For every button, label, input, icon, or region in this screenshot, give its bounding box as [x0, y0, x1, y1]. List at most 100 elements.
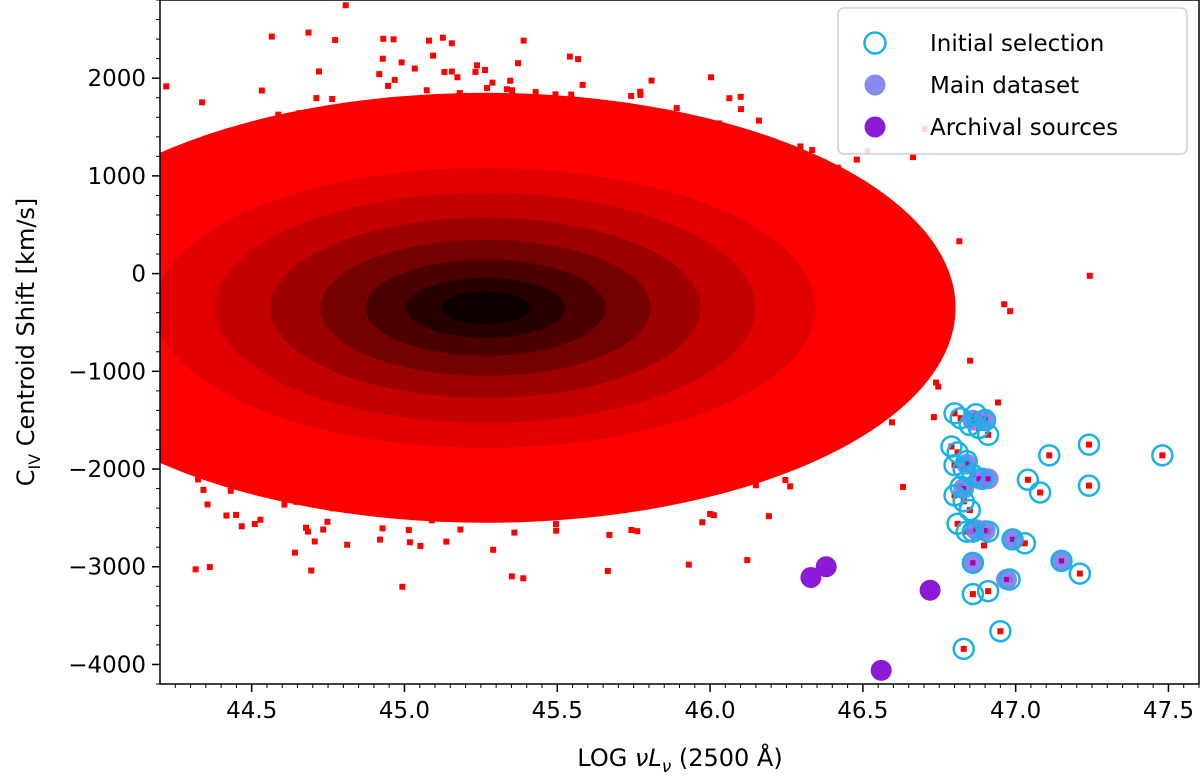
density-point [473, 461, 480, 468]
density-point [185, 424, 192, 431]
density-point [889, 301, 896, 308]
density-point [389, 157, 396, 164]
density-point [449, 140, 456, 147]
density-point [729, 125, 736, 132]
density-point [555, 455, 562, 462]
density-point [43, 358, 49, 364]
density-point [196, 196, 203, 203]
density-point [759, 403, 766, 410]
density-point [311, 182, 318, 189]
density-point [382, 454, 389, 461]
density-point [629, 173, 636, 180]
density-point [752, 482, 759, 489]
density-point [134, 346, 140, 352]
density-point [235, 403, 242, 410]
density-point [297, 160, 304, 167]
density-point [623, 461, 630, 468]
density-point [300, 447, 307, 454]
density-point [933, 379, 940, 386]
density-point [123, 325, 129, 331]
density-point [203, 411, 210, 418]
density-point [761, 455, 768, 462]
density-point [576, 487, 583, 494]
density-point [646, 488, 653, 495]
density-point [813, 288, 820, 295]
density-point [741, 188, 748, 195]
density-point [243, 182, 250, 189]
density-point [532, 147, 539, 154]
density-point [315, 429, 322, 436]
density-point [495, 123, 502, 130]
density-point [532, 89, 539, 96]
density-point [716, 161, 723, 168]
density-point [454, 115, 461, 122]
density-point [858, 393, 865, 400]
density-point [456, 90, 463, 97]
density-point [323, 127, 330, 134]
density-point [787, 406, 794, 413]
density-point [160, 234, 166, 241]
density-point [247, 411, 254, 418]
density-point [304, 528, 311, 535]
density-point [697, 419, 704, 426]
density-point [265, 117, 272, 124]
density-point [489, 79, 496, 86]
density-point [552, 521, 559, 528]
density-point [521, 145, 528, 152]
density-point [298, 438, 305, 445]
density-point [684, 454, 691, 461]
density-point [525, 135, 532, 142]
density-point [250, 156, 257, 163]
density-point [908, 338, 915, 345]
density-point [726, 95, 733, 102]
density-point [457, 526, 464, 533]
density-point [654, 444, 661, 451]
density-point [780, 199, 787, 206]
density-point [434, 161, 441, 168]
density-point [115, 330, 121, 336]
density-point [484, 98, 491, 105]
density-point [725, 158, 732, 165]
density-point [661, 426, 668, 433]
density-point [208, 212, 215, 219]
density-point [142, 215, 148, 221]
density-point [150, 326, 156, 332]
density-point [251, 520, 258, 527]
density-point [285, 136, 292, 143]
density-point [472, 68, 479, 75]
density-point [413, 114, 420, 121]
density-point [51, 219, 57, 225]
density-point [281, 422, 288, 429]
density-point [767, 193, 774, 200]
density-point [648, 77, 655, 84]
density-point [529, 456, 536, 463]
density-point [238, 523, 245, 530]
density-point [296, 110, 303, 117]
density-point [243, 124, 250, 131]
density-point [324, 518, 331, 525]
density-point [477, 163, 484, 170]
density-point [725, 457, 732, 464]
density-point [534, 445, 541, 452]
density-point [257, 188, 264, 195]
density-point [266, 462, 273, 469]
density-point [539, 454, 546, 461]
density-point [619, 443, 626, 450]
density-point [453, 94, 460, 101]
density-point [181, 422, 188, 429]
density-point [387, 468, 394, 475]
density-point [160, 231, 166, 238]
density-point [811, 350, 818, 357]
density-point [832, 355, 839, 362]
density-point [666, 186, 673, 193]
density-point [596, 504, 603, 511]
density-point [574, 154, 581, 161]
density-point [313, 149, 320, 156]
density-point [139, 226, 145, 232]
density-point [577, 458, 584, 465]
density-point [0, 193, 2, 199]
density-point [629, 482, 636, 489]
density-point [765, 399, 772, 406]
density-point [365, 122, 372, 129]
density-point [495, 487, 502, 494]
